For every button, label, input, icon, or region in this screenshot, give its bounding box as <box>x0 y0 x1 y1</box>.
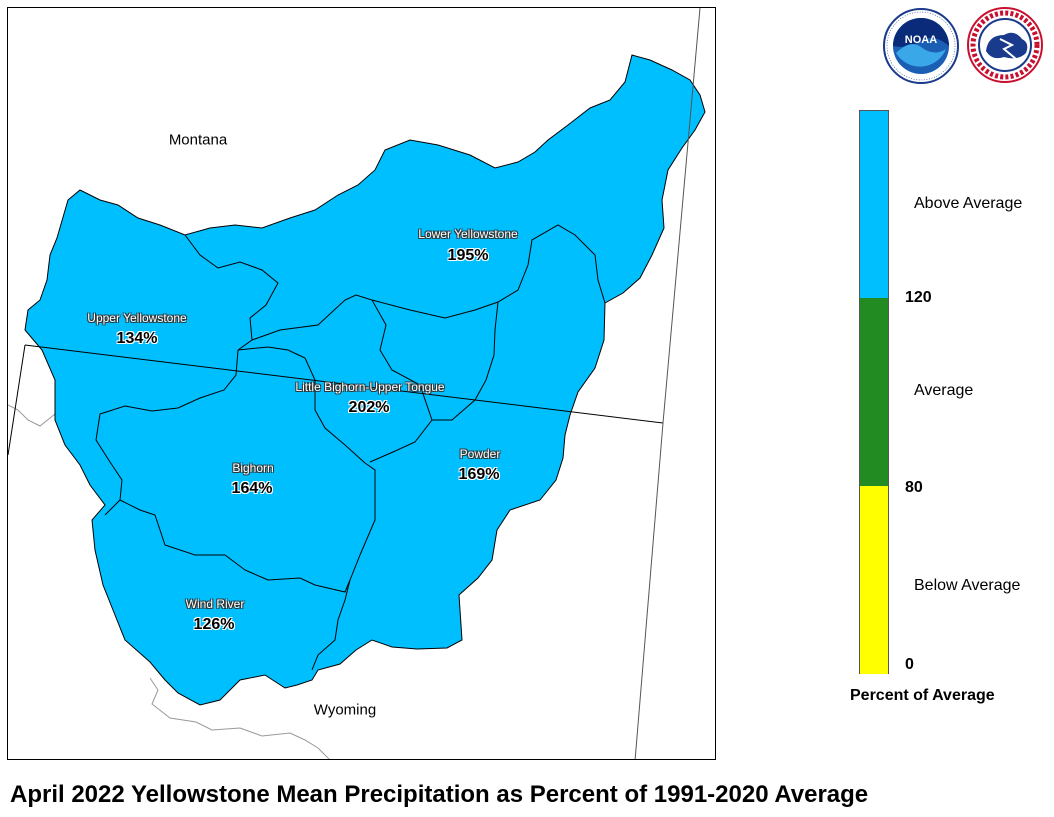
state-label-wyoming: Wyoming <box>313 701 377 719</box>
state-label-montana: Montana <box>168 131 228 149</box>
basin-name-powder: Powder <box>459 447 501 461</box>
map-title: April 2022 Yellowstone Mean Precipitatio… <box>10 781 869 808</box>
basin-name-upper-yellowstone: Upper Yellowstone <box>87 311 187 325</box>
legend-color-bar <box>859 110 889 674</box>
basin-map <box>8 8 706 759</box>
basin-percent-bighorn: 164% <box>231 480 273 497</box>
legend-tick-0: 0 <box>905 656 914 673</box>
legend-title: Percent of Average <box>850 687 995 704</box>
nws-logo <box>966 5 1044 85</box>
state-borders <box>8 344 664 456</box>
basin-boundaries <box>95 224 606 671</box>
noaa-logo: NOAA <box>882 7 960 85</box>
legend-label-average: Average <box>914 382 974 399</box>
basin-percent-powder: 169% <box>458 466 500 483</box>
basin-name-lower-yellowstone: Lower Yellowstone <box>418 227 518 241</box>
basin-percent-upper-yellowstone: 134% <box>116 330 158 347</box>
basin-union-fill <box>24 54 706 706</box>
legend-swatch-below-average <box>860 486 888 674</box>
basin-percent-little-bighorn-upper-tongue: 202% <box>348 399 390 416</box>
basin-name-bighorn: Bighorn <box>232 461 274 475</box>
basin-percent-lower-yellowstone: 195% <box>447 247 489 264</box>
legend-swatch-average <box>860 298 888 486</box>
legend-label-above-average: Above Average <box>914 195 1023 212</box>
basin-name-wind-river: Wind River <box>185 597 245 611</box>
basin-name-little-bighorn-upper-tongue: Little Bighorn-Upper Tongue <box>295 380 445 394</box>
legend-label-below-average: Below Average <box>914 577 1021 594</box>
svg-text:NOAA: NOAA <box>905 34 937 46</box>
legend-tick-80: 80 <box>905 479 923 496</box>
legend-swatch-above-average <box>860 111 888 298</box>
legend-tick-120: 120 <box>905 289 932 306</box>
basin-percent-wind-river: 126% <box>193 616 235 633</box>
map-frame: Montana Wyoming Upper Yellowstone 134% L… <box>7 7 716 760</box>
